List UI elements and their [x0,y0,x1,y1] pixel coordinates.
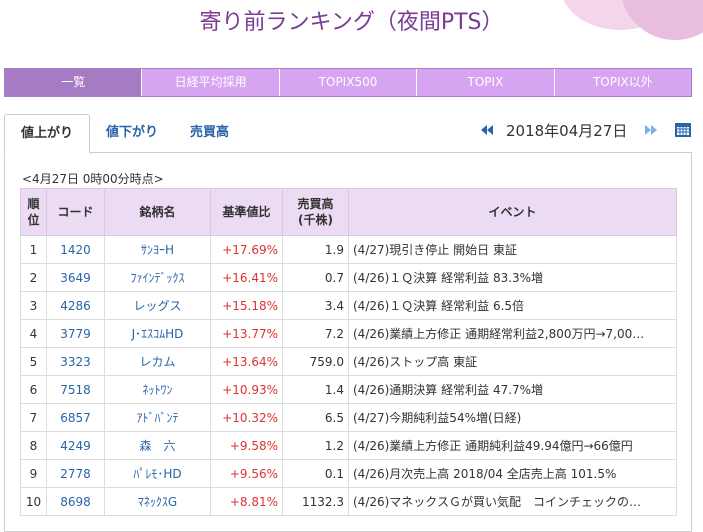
code[interactable]: 7518 [46,375,105,404]
event: (4/26)マネックスＧが買い気配 コインチェックの… [348,487,677,516]
table-row: 9 2778 ﾊﾟﾚﾓ･HD +9.56% 0.1 (4/26)月次売上高 2018/04… [20,459,677,488]
change: +10.93% [210,375,283,404]
rank: 7 [20,403,47,432]
event: (4/26)業績上方修正 通期経常利益2,800万円→7,00… [348,319,677,348]
event: (4/27)今期純利益54%増(日経) [348,403,677,432]
volume: 1.2 [282,431,349,460]
change: +8.81% [210,487,283,516]
volume: 1132.3 [282,487,349,516]
volume: 7.2 [282,319,349,348]
stock-name[interactable]: ﾌｧｲﾝﾃﾞｯｸｽ [104,263,211,292]
table-row: 7 6857 ｱﾄﾞﾊﾞﾝﾃ +10.32% 6.5 (4/27)今期純利益54%増(日経… [20,403,677,432]
event: (4/26)ストップ高 東証 [348,347,677,376]
calendar-icon[interactable] [674,120,692,138]
date: 2018年04月27日 [506,122,628,140]
column-header: イベント [348,188,677,236]
code[interactable]: 6857 [46,403,105,432]
nav-tabs: 一覧 日経平均採用 TOPIX500 TOPIX TOPIX以外 [4,68,692,97]
change: +16.41% [210,263,283,292]
volume: 0.7 [282,263,349,292]
volume: 3.4 [282,291,349,320]
volume: 0.1 [282,459,349,488]
table-row: 2 3649 ﾌｧｲﾝﾃﾞｯｸｽ +16.41% 0.7 (4/26)１Ｑ決算 経常利益 … [20,263,677,292]
stock-name[interactable]: ﾏﾈｯｸｽG [104,487,211,516]
event: (4/26)月次売上高 2018/04 全店売上高 101.5% [348,459,677,488]
stock-name[interactable]: ｱﾄﾞﾊﾞﾝﾃ [104,403,211,432]
rank: 6 [20,375,47,404]
stock-name[interactable]: レカム [104,347,211,376]
stock-name[interactable]: レッグス [104,291,211,320]
rank: 9 [20,459,47,488]
nav-tab[interactable]: 日経平均採用 [141,69,279,96]
rank: 10 [20,487,47,516]
nav-tab[interactable]: TOPIX [416,69,554,96]
table-row: 1 1420 ｻﾝﾖｰH +17.69% 1.9 (4/27)現引き停止 開始日 東証 [20,235,677,264]
change: +9.56% [210,459,283,488]
volume: 759.0 [282,347,349,376]
event: (4/26)業績上方修正 通期純利益49.94億円→66億円 [348,431,677,460]
event: (4/26)１Ｑ決算 経常利益 6.5倍 [348,291,677,320]
change: +13.77% [210,319,283,348]
stock-name[interactable]: ﾈｯﾄﾜﾝ [104,375,211,404]
column-header: コード [46,188,105,236]
rank: 8 [20,431,47,460]
sub-tab[interactable]: 値上がり [4,114,91,154]
change: +17.69% [210,235,283,264]
timestamp: <4月27日 0時00分時点> [22,172,164,186]
rank: 5 [20,347,47,376]
volume: 1.4 [282,375,349,404]
code[interactable]: 3649 [46,263,105,292]
nav-tab[interactable]: TOPIX500 [278,69,417,96]
rank: 4 [20,319,47,348]
table-row: 4 3779 J･ｴｽｺﾑHD +13.77% 7.2 (4/26)業績上方修正 通期経常… [20,319,677,348]
sub-tab[interactable]: 売買高 [190,125,230,140]
code[interactable]: 3323 [46,347,105,376]
column-header: 基準値比 [210,188,283,236]
stock-name[interactable]: J･ｴｽｺﾑHD [104,319,211,348]
sub-tabs: 値上がり 値下がり 売買高 [4,114,245,154]
code[interactable]: 2778 [46,459,105,488]
prev-date[interactable] [480,123,494,137]
volume: 6.5 [282,403,349,432]
column-header: 売買高 (千株) [282,188,349,236]
rank: 3 [20,291,47,320]
change: +13.64% [210,347,283,376]
code[interactable]: 8698 [46,487,105,516]
nav-tab[interactable]: TOPIX以外 [553,69,692,96]
table-row: 6 7518 ﾈｯﾄﾜﾝ +10.93% 1.4 (4/26)通期決算 経常利益 47.7… [20,375,677,404]
nav-tab[interactable]: 一覧 [5,69,142,96]
code[interactable]: 3779 [46,319,105,348]
change: +10.32% [210,403,283,432]
column-header: 銘柄名 [104,188,211,236]
rank: 1 [20,235,47,264]
stock-name[interactable]: 森 六 [104,431,211,460]
code[interactable]: 1420 [46,235,105,264]
page: 寄り前ランキング（夜間PTS） 一覧 日経平均採用 TOPIX500 TOPIX TOP… [4,0,703,532]
change: +9.58% [210,431,283,460]
table-row: 3 4286 レッグス +15.18% 3.4 (4/26)１Ｑ決算 経常利益 6.5倍 [20,291,677,320]
table-row: 10 8698 ﾏﾈｯｸｽG +8.81% 1132.3 (4/26)マネックスＧが買い気… [20,487,677,516]
rank: 2 [20,263,47,292]
event: (4/26)通期決算 経常利益 47.7%増 [348,375,677,404]
event: (4/27)現引き停止 開始日 東証 [348,235,677,264]
sub-tab[interactable]: 値下がり [106,125,159,140]
volume: 1.9 [282,235,349,264]
code[interactable]: 4249 [46,431,105,460]
table-row: 8 4249 森 六 +9.58% 1.2 (4/26)業績上方修正 通期純利益49.94… [20,431,677,460]
change: +15.18% [210,291,283,320]
stock-name[interactable]: ｻﾝﾖｰH [104,235,211,264]
stock-name[interactable]: ﾊﾟﾚﾓ･HD [104,459,211,488]
table-row: 5 3323 レカム +13.64% 759.0 (4/26)ストップ高 東証 [20,347,677,376]
code[interactable]: 4286 [46,291,105,320]
event: (4/26)１Ｑ決算 経常利益 83.3%増 [348,263,677,292]
next-date[interactable] [644,123,658,137]
page-title: 寄り前ランキング（夜間PTS） [199,10,504,35]
ranking-table: 順 位コード 銘柄名 基準値比 売買高 (千株) イベント 1 1420 ｻﾝﾖｰH +17.6… [20,188,677,516]
column-header: 順 位 [20,188,47,236]
